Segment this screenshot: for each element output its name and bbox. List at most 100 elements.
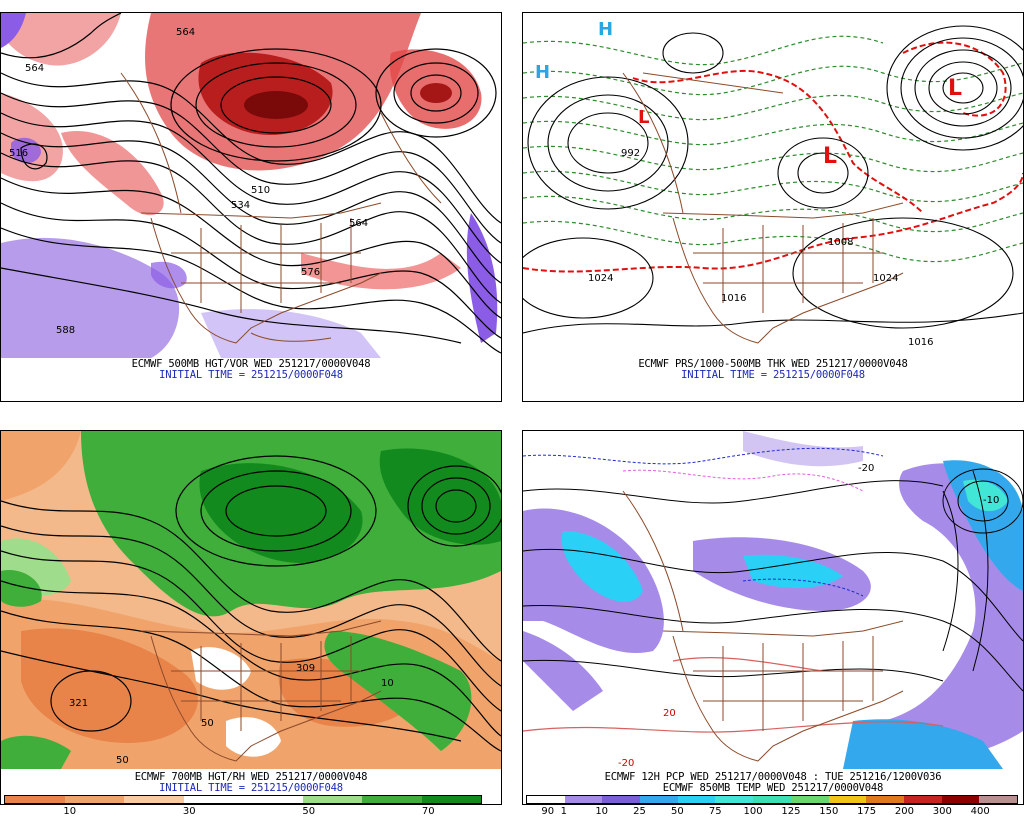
isobar-label: 1024 xyxy=(588,273,613,284)
contour-label: 510 xyxy=(251,185,270,196)
rh-colorbar xyxy=(4,795,482,804)
temp-label: 20 xyxy=(663,708,676,719)
political-borders xyxy=(120,72,442,344)
contour-label: 564 xyxy=(349,218,368,229)
colorbar-tick-label: 10 xyxy=(595,806,609,817)
temp-contours xyxy=(523,468,1023,692)
colorbar-swatch xyxy=(640,796,678,803)
isobar-label: 1016 xyxy=(908,337,933,348)
temp-contours-warm xyxy=(523,657,944,733)
colorbar-tick-label: 30 xyxy=(182,806,196,817)
contour-label: 50 xyxy=(201,718,214,729)
panel-700mb-height-rh: 321 309 50 50 10 ECMWF 700MB HGT/RH WED … xyxy=(0,430,502,805)
colorbar-swatch xyxy=(527,796,565,803)
temp-contours-magenta xyxy=(622,469,864,492)
temp-label: -20 xyxy=(618,758,634,769)
panel-pressure-thickness: H H L L L 1024 1016 1024 1016 992 1008 E… xyxy=(522,12,1024,402)
colorbar-swatch xyxy=(979,796,1017,803)
precip-colorbar xyxy=(526,795,1018,804)
contour-label: 588 xyxy=(56,325,75,336)
colorbar-tick-label: 75 xyxy=(708,806,722,817)
political-borders xyxy=(140,620,382,762)
political-borders xyxy=(622,72,904,344)
colorbar-swatch xyxy=(5,796,65,803)
contour-label: 564 xyxy=(176,27,195,38)
temp-label: -20 xyxy=(858,463,874,474)
thickness-540-line xyxy=(523,41,1023,273)
contour-label: 516 xyxy=(9,148,28,159)
colorbar-tick-label: 100 xyxy=(743,806,763,817)
colorbar-swatch xyxy=(715,796,754,803)
colorbar-swatch xyxy=(941,796,980,803)
isobar-label: 1024 xyxy=(873,273,898,284)
high-pressure-symbol: H xyxy=(598,19,613,40)
contour-label: 534 xyxy=(231,200,250,211)
panel-caption-init-time: INITIAL TIME = 251215/0000F048 xyxy=(681,369,865,381)
colorbar-swatch xyxy=(753,796,791,803)
precip-colorbar-ticks: 1 10 25 50 75 100 125 150 175 200 300 400 xyxy=(526,806,1018,818)
colorbar-tick-label: 175 xyxy=(857,806,877,817)
colorbar-tick-label: 150 xyxy=(819,806,839,817)
low-pressure-symbol: L xyxy=(638,107,649,128)
thickness-contours xyxy=(523,35,1023,263)
colorbar-swatch xyxy=(903,796,942,803)
contour-label: 309 xyxy=(296,663,315,674)
colorbar-tick-label: 50 xyxy=(671,806,684,817)
political-borders xyxy=(622,490,904,762)
temp-contours-cold xyxy=(523,447,884,597)
panel-caption-subtitle: ECMWF 850MB TEMP WED 251217/0000V048 xyxy=(662,782,884,794)
high-pressure-symbol: H xyxy=(535,62,550,83)
colorbar-swatch xyxy=(421,796,481,803)
contour-label: 10 xyxy=(381,678,394,689)
panel-caption-init-time: INITIAL TIME = 251215/0000F048 xyxy=(159,369,343,381)
colorbar-swatch xyxy=(677,796,716,803)
map-500mb: 564 564 516 510 534 564 576 588 xyxy=(1,13,501,358)
isobar-label: 1016 xyxy=(721,293,746,304)
low-pressure-symbol: L xyxy=(823,144,837,169)
colorbar-tick-label: 200 xyxy=(894,806,914,817)
colorbar-swatch xyxy=(124,796,184,803)
colorbar-tick-label: 125 xyxy=(781,806,801,817)
isobar-contours xyxy=(523,25,1023,334)
panel-500mb-height-vorticity: 564 564 516 510 534 564 576 588 ECMWF 50… xyxy=(0,12,502,402)
temp-label: -10 xyxy=(983,495,999,506)
colorbar-swatch xyxy=(243,796,303,803)
colorbar-tick-label: 25 xyxy=(633,806,646,817)
colorbar-swatch xyxy=(828,796,867,803)
map-pressure: H H L L L 1024 1016 1024 1016 992 1008 xyxy=(523,13,1023,358)
colorbar-swatch xyxy=(866,796,904,803)
panel-caption-title: ECMWF 700MB HGT/RH WED 251217/0000V048 xyxy=(134,771,368,783)
colorbar-swatch xyxy=(602,796,641,803)
panel-caption-title: ECMWF 500MB HGT/VOR WED 251217/0000V048 xyxy=(131,358,371,370)
map-700mb: 321 309 50 50 10 xyxy=(1,431,501,769)
map-precip: -20 -10 20 -20 xyxy=(523,431,1023,769)
panel-precip-850mb-temp: -20 -10 20 -20 ECMWF 12H PCP WED 251217/… xyxy=(522,430,1024,805)
colorbar-swatch xyxy=(302,796,362,803)
colorbar-swatch xyxy=(790,796,829,803)
colorbar-tick-label: 50 xyxy=(302,806,316,817)
colorbar-tick-label: 90 xyxy=(541,806,555,817)
colorbar-tick-label: 400 xyxy=(970,806,990,817)
colorbar-tick-label: 300 xyxy=(932,806,952,817)
height-contours xyxy=(1,13,501,354)
isobar-label: 1008 xyxy=(828,237,853,248)
colorbar-swatch xyxy=(64,796,124,803)
panel-caption-title: ECMWF 12H PCP WED 251217/0000V048 : TUE … xyxy=(604,771,942,783)
contour-label: 576 xyxy=(301,267,320,278)
colorbar-swatch xyxy=(564,796,603,803)
colorbar-swatch xyxy=(362,796,422,803)
contour-label: 564 xyxy=(25,63,44,74)
panel-caption-title: ECMWF PRS/1000-500MB THK WED 251217/0000… xyxy=(638,358,908,370)
colorbar-tick-label: 1 xyxy=(560,806,568,817)
colorbar-swatch xyxy=(183,796,243,803)
colorbar-tick-label: 70 xyxy=(421,806,435,817)
colorbar-tick-label: 10 xyxy=(63,806,77,817)
contour-label: 50 xyxy=(116,755,129,766)
rh-colorbar-ticks: 10 30 50 70 90 xyxy=(4,806,554,818)
isobar-label: 992 xyxy=(621,148,640,159)
height-contours xyxy=(1,455,501,752)
panel-caption-init-time: INITIAL TIME = 251215/0000F048 xyxy=(159,782,343,794)
contour-label: 321 xyxy=(69,698,88,709)
rh-fill xyxy=(1,431,501,769)
low-pressure-symbol: L xyxy=(948,76,962,101)
